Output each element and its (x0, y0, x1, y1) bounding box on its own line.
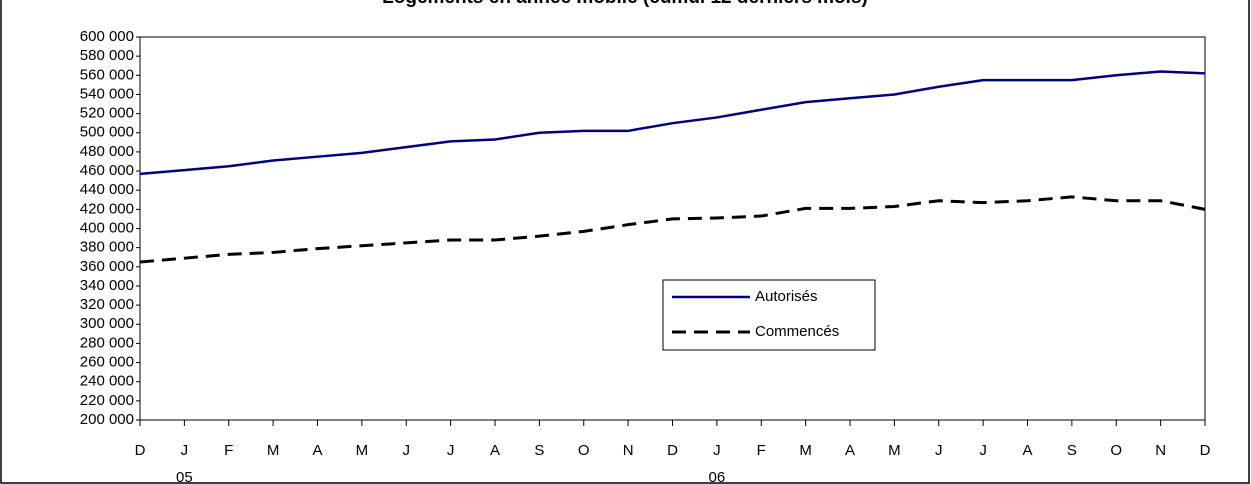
plot-frame (139, 36, 1206, 421)
x-tick-label: F (757, 442, 766, 459)
x-tick-label: D (1200, 442, 1211, 459)
y-tick-label: 580 000 (80, 47, 134, 64)
x-tick-label: M (799, 442, 812, 459)
x-tick-label: M (356, 442, 369, 459)
y-tick-label: 560 000 (80, 66, 134, 83)
y-tick-label: 540 000 (80, 85, 134, 102)
x-tick-label: S (1067, 442, 1077, 459)
x-tick-label: J (979, 442, 987, 459)
year-label: 05 (176, 469, 193, 484)
y-tick-label: 260 000 (80, 354, 134, 371)
y-tick-label: 340 000 (80, 277, 134, 294)
y-tick-label: 500 000 (80, 124, 134, 141)
x-tick-label: A (490, 442, 500, 459)
legend: Autorisés Commencés (662, 279, 876, 351)
y-tick-label: 400 000 (80, 219, 134, 236)
y-tick-label: 480 000 (80, 143, 134, 160)
legend-label: Autorisés (755, 288, 818, 305)
y-tick-label: 280 000 (80, 334, 134, 351)
series-line (139, 195, 1206, 264)
y-tick-label: 360 000 (80, 258, 134, 275)
y-tick-label: 520 000 (80, 105, 134, 122)
x-tick-label: D (135, 442, 146, 459)
x-tick-label: O (1110, 442, 1122, 459)
legend-label: Commencés (755, 323, 839, 340)
x-tick-label: S (534, 442, 544, 459)
x-tick-label: A (845, 442, 855, 459)
y-tick-label: 440 000 (80, 181, 134, 198)
x-tick-label: M (888, 442, 901, 459)
y-tick-label: 380 000 (80, 239, 134, 256)
y-tick-label: 300 000 (80, 315, 134, 332)
x-tick-label: M (267, 442, 280, 459)
legend-box (662, 279, 876, 351)
x-tick-label: J (181, 442, 189, 459)
series-line (139, 70, 1206, 176)
y-tick-label: 460 000 (80, 162, 134, 179)
y-tick-label: 420 000 (80, 200, 134, 217)
y-tick-label: 200 000 (80, 411, 134, 428)
x-tick-label: J (403, 442, 411, 459)
x-tick-label: J (935, 442, 943, 459)
y-tick-label: 240 000 (80, 373, 134, 390)
chart-title: Logements en année mobile (cumul 12 dern… (382, 0, 868, 8)
x-tick-label: A (312, 442, 322, 459)
y-tick-label: 220 000 (80, 392, 134, 409)
x-tick-label: A (1022, 442, 1032, 459)
x-tick-label: F (224, 442, 233, 459)
x-tick-label: D (667, 442, 678, 459)
x-tick-label: N (1155, 442, 1166, 459)
x-tick-label: J (713, 442, 721, 459)
x-tick-label: O (578, 442, 590, 459)
y-tick-label: 320 000 (80, 296, 134, 313)
year-label: 06 (709, 469, 726, 484)
x-tick-label: N (623, 442, 634, 459)
x-tick-label: J (447, 442, 455, 459)
y-tick-label: 600 000 (80, 28, 134, 45)
